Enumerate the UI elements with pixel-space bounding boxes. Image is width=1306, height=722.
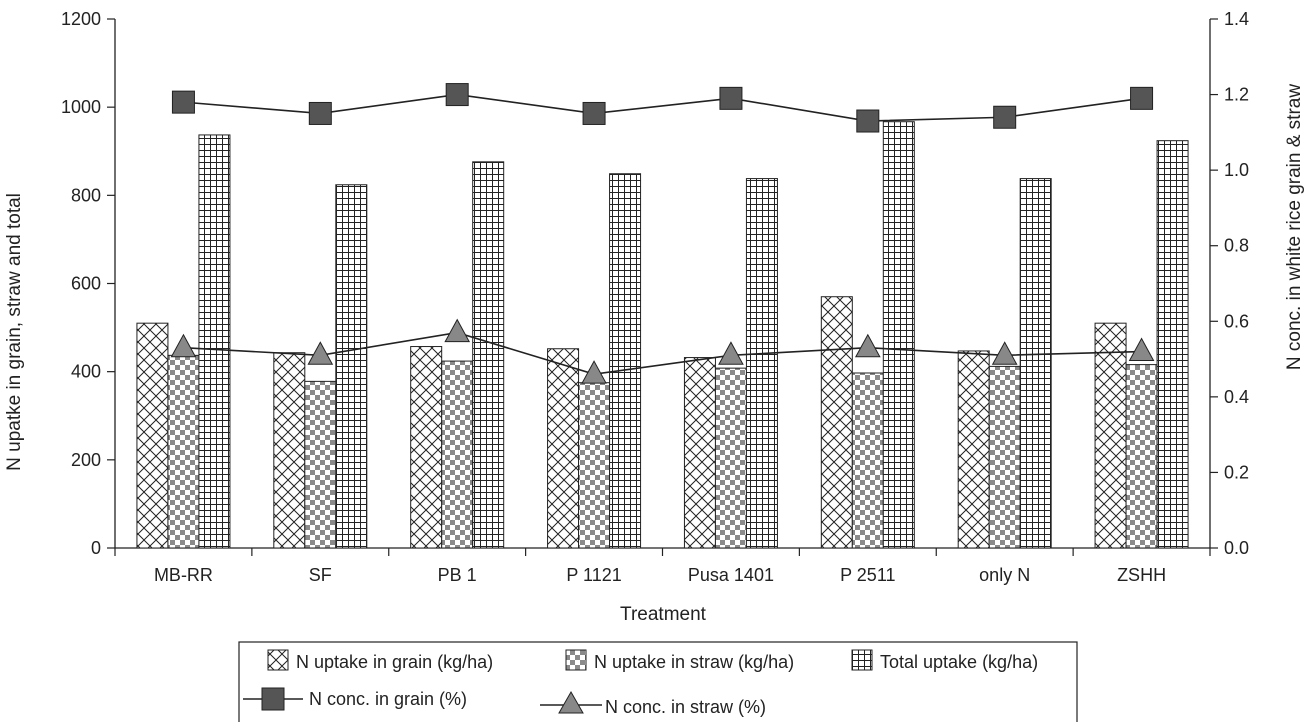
bar-crosshatch bbox=[136, 322, 169, 549]
bar-checker bbox=[304, 380, 337, 549]
point-square bbox=[308, 101, 332, 125]
legend-label-grain-conc: N conc. in grain (%) bbox=[309, 689, 467, 709]
lines bbox=[170, 83, 1155, 384]
y2-tick-label: 1.2 bbox=[1224, 85, 1249, 105]
point-square bbox=[445, 83, 469, 107]
bar-grid bbox=[609, 173, 642, 549]
y2-tick-label: 1.4 bbox=[1224, 9, 1249, 29]
bar-checker bbox=[167, 354, 200, 549]
bar-checker bbox=[1125, 364, 1158, 549]
x-axis-title: Treatment bbox=[620, 604, 707, 625]
y-axis-title: N upatke in grain, straw and total bbox=[4, 193, 25, 471]
point-triangle bbox=[307, 341, 334, 365]
legend-label-straw-conc: N conc. in straw (%) bbox=[605, 697, 766, 717]
bar-grid bbox=[335, 184, 368, 549]
legend-label-total-uptake: Total uptake (kg/ha) bbox=[880, 652, 1038, 672]
x-tick-label: only N bbox=[979, 565, 1030, 585]
legend-marker-square bbox=[261, 687, 285, 711]
point-triangle bbox=[854, 333, 881, 358]
bar-grid bbox=[472, 161, 505, 549]
bar-crosshatch bbox=[957, 350, 990, 549]
bar-grid bbox=[198, 134, 231, 549]
point-triangle bbox=[444, 318, 471, 343]
x-tick-label: P 1121 bbox=[566, 565, 621, 585]
y-tick-label: 1200 bbox=[61, 9, 101, 29]
bar-crosshatch bbox=[820, 296, 853, 549]
bar-checker bbox=[714, 367, 747, 549]
legend-swatch-straw-uptake bbox=[565, 649, 587, 671]
point-square bbox=[719, 86, 743, 110]
bar-checker bbox=[851, 372, 884, 549]
y-tick-label: 0 bbox=[91, 538, 101, 558]
point-triangle bbox=[718, 341, 744, 365]
bar-grid bbox=[1156, 140, 1189, 549]
y-tick-label: 400 bbox=[71, 362, 101, 382]
y-tick-label: 200 bbox=[71, 450, 101, 470]
y-tick-label: 600 bbox=[71, 274, 101, 294]
y2-tick-label: 0.8 bbox=[1224, 236, 1249, 256]
point-triangle bbox=[991, 341, 1018, 365]
bar-checker bbox=[441, 360, 474, 549]
bar-grid bbox=[882, 121, 915, 549]
legend-label-straw-uptake: N uptake in straw (kg/ha) bbox=[594, 652, 794, 672]
y2-tick-label: 0.4 bbox=[1224, 387, 1249, 407]
x-tick-label: PB 1 bbox=[438, 565, 477, 585]
point-square bbox=[856, 109, 880, 133]
y-tick-label: 1000 bbox=[61, 97, 101, 117]
point-triangle bbox=[581, 360, 607, 384]
bar-crosshatch bbox=[683, 357, 716, 549]
point-square bbox=[1130, 86, 1154, 110]
point-square bbox=[171, 90, 195, 114]
point-square bbox=[993, 105, 1017, 129]
legend: N uptake in grain (kg/ha) N uptake in st… bbox=[238, 641, 1078, 722]
bar-crosshatch bbox=[273, 352, 306, 549]
point-square bbox=[582, 101, 606, 125]
y2-tick-label: 1.0 bbox=[1224, 160, 1249, 180]
x-tick-label: Pusa 1401 bbox=[688, 565, 774, 585]
y-tick-label: 800 bbox=[71, 185, 101, 205]
legend-swatch-grain-uptake bbox=[267, 649, 289, 671]
y2-tick-label: 0.2 bbox=[1224, 462, 1249, 482]
y2-tick-label: 0.6 bbox=[1224, 311, 1249, 331]
bars bbox=[136, 121, 1189, 549]
bar-crosshatch bbox=[1094, 322, 1127, 549]
bar-checker bbox=[578, 382, 611, 549]
point-triangle bbox=[170, 333, 197, 358]
bar-grid bbox=[745, 178, 778, 549]
legend-swatch-total-uptake bbox=[851, 649, 873, 671]
y2-tick-label: 0.0 bbox=[1224, 538, 1249, 558]
x-tick-label: SF bbox=[309, 565, 332, 585]
bar-checker bbox=[988, 365, 1021, 549]
bar-crosshatch bbox=[547, 348, 580, 549]
y2-axis-title: N conc. in white rice grain & straw bbox=[1284, 84, 1305, 370]
legend-box bbox=[238, 641, 1078, 722]
bar-crosshatch bbox=[410, 346, 443, 549]
labels: 0 200 400 600 800 1000 1200 0.0 0.2 0.4 0.6 0.8 1.0 1… bbox=[61, 9, 1249, 585]
x-tick-label: P 2511 bbox=[840, 565, 895, 585]
x-tick-label: ZSHH bbox=[1117, 565, 1166, 585]
point-triangle bbox=[1128, 337, 1155, 362]
x-tick-label: MB-RR bbox=[154, 565, 213, 585]
bar-grid bbox=[1019, 178, 1052, 549]
legend-label-grain-uptake: N uptake in grain (kg/ha) bbox=[296, 652, 493, 672]
line-triangle bbox=[183, 331, 1142, 376]
legend-marker-triangle bbox=[558, 690, 584, 714]
line-square bbox=[183, 93, 1142, 122]
